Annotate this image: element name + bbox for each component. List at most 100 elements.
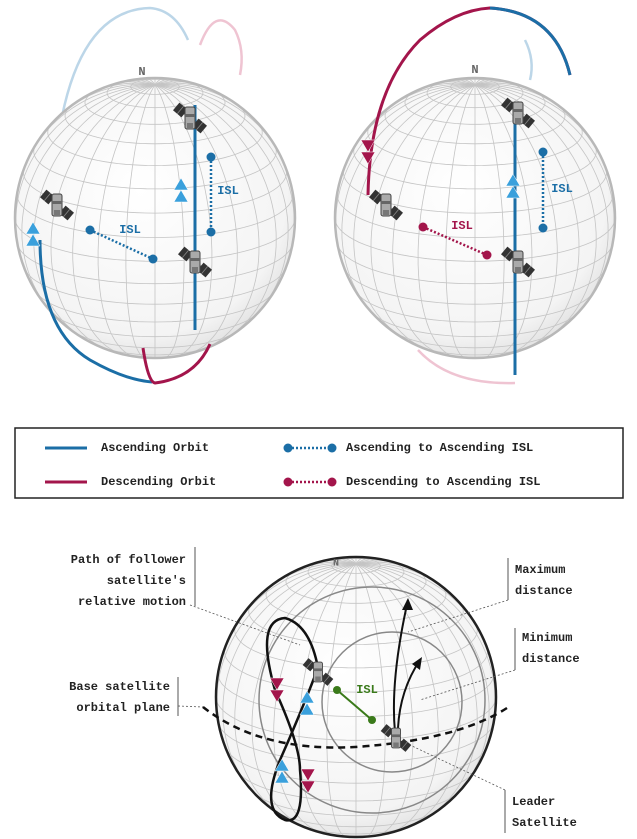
graticule [238,772,474,802]
direction-marker [299,702,315,716]
orbit-hidden [523,39,533,81]
north-label: N [138,65,145,79]
annotation: satellite's [107,574,186,588]
north-label: N [333,559,339,570]
graticule [154,84,277,339]
graticule [417,84,476,357]
direction-marker [173,189,189,203]
graticule [154,84,260,351]
isl-endpoint [206,227,216,237]
isl-endpoint [206,152,216,162]
graticule [234,563,357,818]
leader-line [189,604,301,646]
graticule [248,603,464,645]
graticule [222,563,357,797]
annotation: Satellite [512,816,577,830]
legend-box [14,427,624,499]
graticule [47,124,263,166]
direction-marker [25,233,41,247]
graticule [84,90,226,125]
annotation: Base satellite [69,680,170,694]
graticule [16,193,294,238]
graticule [341,84,476,318]
graticule [25,270,285,305]
isl-endpoint [148,254,158,264]
annotation: relative motion [78,595,186,609]
orbital-plane [202,704,511,749]
direction-marker [505,185,521,199]
graticule [384,105,566,145]
direction-marker [300,780,316,794]
isl-endpoint [482,250,492,260]
annotation: Minimum [522,631,572,645]
isl-endpoint [85,225,95,235]
graticule [226,749,486,784]
annotation: orbital plane [76,701,170,715]
graticule [474,84,609,318]
graticule [326,563,357,837]
annotation: Maximum [515,563,565,577]
orbit-hidden [417,349,516,385]
graticule [251,563,357,830]
graticule [345,270,605,305]
annotation: distance [515,584,573,598]
legend-label: Ascending Orbit [101,441,209,455]
graticule [355,563,414,836]
direction-marker [269,689,285,703]
isl-link [336,689,373,721]
legend-swatch [327,477,337,487]
graticule [355,563,478,818]
graticule [474,84,533,357]
relative-motion-path [265,616,320,822]
graticule [64,105,246,145]
graticule [404,90,546,125]
graticule [355,563,439,834]
globe-outline [214,555,498,839]
ascending-orbit [489,6,572,76]
isl-label: ISL [451,219,473,233]
ascending-orbit [38,239,153,384]
graticule [474,84,597,339]
arrowhead [402,598,413,610]
globe-outline [13,76,297,360]
graticule [273,563,357,834]
legend-label: Descending to Ascending ISL [346,475,540,489]
isl-endpoint [368,716,376,724]
graticule [33,84,156,339]
distance-circle [258,586,486,814]
direction-marker [300,768,316,782]
graticule [355,563,386,837]
graticule [355,563,461,830]
graticule [474,84,505,358]
globe-outline [333,76,617,360]
annotation: Leader [512,795,555,809]
direction-marker [360,139,376,153]
leader-line [177,705,204,708]
graticule [218,724,494,764]
arrowhead [412,657,422,670]
legend-label: Descending Orbit [101,475,216,489]
graticule [370,84,476,351]
legend-swatch [283,477,293,487]
leader-line [411,745,506,791]
graticule [337,245,613,285]
legend-swatch [283,443,293,453]
north-label: N [471,63,478,77]
graticule [217,672,495,717]
isl-endpoint [538,147,548,157]
distance-arrow [392,599,409,733]
isl-label: ISL [119,223,141,237]
legend-swatch [327,443,337,453]
graticule [72,84,156,355]
graticule [355,563,490,797]
orbit-hidden [198,19,243,76]
leader-line [407,599,509,633]
graticule [353,84,476,339]
orbit-hidden [53,6,190,166]
isl-label: ISL [356,683,378,697]
isl-link [89,228,154,261]
graticule [125,84,156,358]
distance-circle [321,631,463,773]
annotation: distance [522,652,580,666]
